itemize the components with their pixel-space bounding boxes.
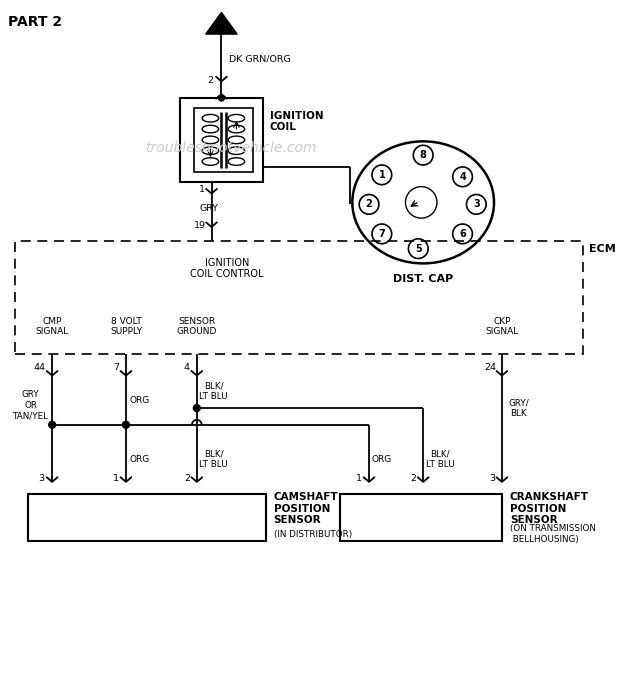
Text: ORG: ORG: [130, 455, 150, 463]
Text: 44: 44: [33, 363, 45, 372]
Text: IGNITION
COIL: IGNITION COIL: [269, 111, 323, 132]
Text: GRY
OR
TAN/YEL: GRY OR TAN/YEL: [12, 390, 48, 420]
Bar: [15, 241, 583, 354]
Text: 6: 6: [459, 229, 466, 239]
Text: 8 VOLT
SUPPLY: 8 VOLT SUPPLY: [110, 316, 142, 336]
Text: ORG: ORG: [130, 395, 150, 405]
Circle shape: [405, 187, 437, 218]
Circle shape: [413, 146, 433, 165]
Bar: [28, 494, 266, 541]
Text: 19: 19: [193, 220, 206, 230]
Circle shape: [372, 165, 392, 185]
Text: 3: 3: [489, 475, 495, 484]
Text: 24: 24: [484, 363, 496, 372]
Text: GRY/
BLK: GRY/ BLK: [508, 398, 529, 418]
Text: GRY: GRY: [199, 204, 218, 213]
Bar: [194, 108, 253, 172]
Text: DIST. CAP: DIST. CAP: [393, 274, 453, 284]
Text: SENSOR
GROUND: SENSOR GROUND: [177, 316, 217, 336]
Circle shape: [193, 405, 200, 412]
Circle shape: [372, 224, 392, 244]
Text: 2: 2: [410, 475, 417, 484]
Circle shape: [453, 224, 472, 244]
Text: 5: 5: [415, 244, 421, 253]
Text: BLK/
LT BLU: BLK/ LT BLU: [199, 382, 228, 401]
Text: DK GRN/ORG: DK GRN/ORG: [229, 54, 291, 63]
Text: ORG: ORG: [371, 455, 392, 463]
Text: 3: 3: [473, 199, 480, 209]
Text: (IN DISTRIBUTOR): (IN DISTRIBUTOR): [274, 529, 352, 538]
Text: PART 2: PART 2: [8, 15, 62, 29]
Bar: [339, 494, 502, 541]
Text: 1: 1: [198, 185, 205, 194]
Text: 3: 3: [38, 475, 44, 484]
Text: CAMSHAFT
POSITION
SENSOR: CAMSHAFT POSITION SENSOR: [274, 492, 338, 526]
Text: CMP
SIGNAL: CMP SIGNAL: [35, 316, 69, 336]
Text: A: A: [217, 18, 226, 32]
Circle shape: [359, 195, 379, 214]
Text: IGNITION
COIL CONTROL: IGNITION COIL CONTROL: [190, 258, 264, 279]
Circle shape: [122, 421, 129, 428]
Polygon shape: [206, 13, 237, 34]
Text: 4: 4: [184, 363, 190, 372]
Text: 2: 2: [208, 76, 214, 85]
Text: 2: 2: [184, 475, 190, 484]
Text: BLK/
LT BLU: BLK/ LT BLU: [426, 449, 454, 469]
Text: 7: 7: [378, 229, 385, 239]
Text: 1: 1: [113, 475, 119, 484]
Bar: [180, 98, 263, 182]
Text: 7: 7: [113, 363, 119, 372]
Text: 1: 1: [356, 475, 362, 484]
Text: (ON TRANSMISSION
 BELLHOUSING): (ON TRANSMISSION BELLHOUSING): [510, 524, 596, 544]
Circle shape: [408, 239, 428, 258]
Circle shape: [453, 167, 472, 187]
Text: 2: 2: [366, 199, 373, 209]
Text: troubleshootvehicle.com: troubleshootvehicle.com: [145, 141, 317, 155]
Ellipse shape: [352, 141, 494, 263]
Text: ECM: ECM: [588, 244, 616, 253]
Circle shape: [49, 421, 56, 428]
Circle shape: [467, 195, 486, 214]
Text: 4: 4: [459, 172, 466, 182]
Text: CRANKSHAFT
POSITION
SENSOR: CRANKSHAFT POSITION SENSOR: [510, 492, 589, 526]
Circle shape: [219, 95, 224, 101]
Text: 8: 8: [420, 150, 426, 160]
Text: 1: 1: [378, 170, 385, 180]
Text: CKP
SIGNAL: CKP SIGNAL: [485, 316, 519, 336]
Text: BLK/
LT BLU: BLK/ LT BLU: [199, 449, 228, 469]
